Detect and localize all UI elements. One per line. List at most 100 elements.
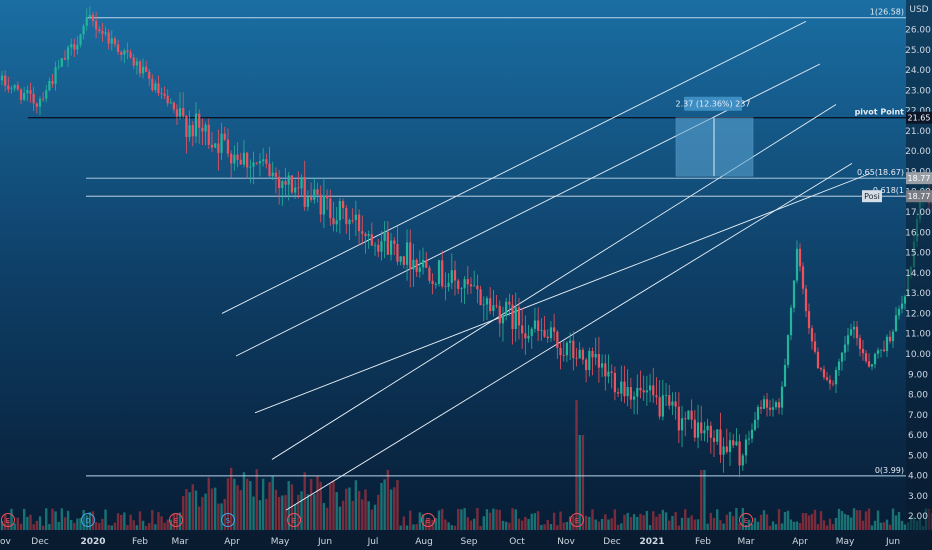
candle-body[interactable]: [687, 410, 690, 420]
candle-body[interactable]: [530, 328, 533, 336]
candle-body[interactable]: [450, 270, 453, 283]
candle-body[interactable]: [639, 387, 642, 391]
candle-body[interactable]: [383, 231, 386, 242]
candle-body[interactable]: [508, 301, 511, 305]
candle-body[interactable]: [501, 315, 505, 324]
candle-body[interactable]: [278, 176, 281, 189]
candle-body[interactable]: [479, 289, 482, 306]
candle-body[interactable]: [664, 395, 668, 397]
candle-body[interactable]: [380, 241, 383, 252]
candle-body[interactable]: [364, 233, 367, 236]
candle-body[interactable]: [129, 52, 132, 58]
candle-body[interactable]: [546, 336, 549, 339]
candle-body[interactable]: [572, 340, 575, 358]
event-marker-icon[interactable]: [221, 513, 235, 527]
candle-body[interactable]: [620, 381, 623, 394]
candle-body[interactable]: [750, 429, 754, 439]
candle-body[interactable]: [431, 280, 434, 285]
candle-body[interactable]: [460, 288, 463, 290]
candle-body[interactable]: [303, 177, 306, 207]
candle-body[interactable]: [514, 307, 517, 330]
channel-line[interactable]: [221, 20, 807, 314]
channel-line[interactable]: [235, 63, 821, 357]
event-marker-icon[interactable]: [739, 513, 753, 527]
candle-body[interactable]: [287, 175, 290, 185]
candle-body[interactable]: [540, 330, 543, 331]
candle-body[interactable]: [485, 298, 489, 305]
candle-body[interactable]: [70, 44, 73, 48]
candle-body[interactable]: [145, 66, 148, 72]
candle-body[interactable]: [696, 422, 700, 438]
candle-body[interactable]: [23, 92, 26, 100]
candle-body[interactable]: [123, 50, 126, 55]
candle-body[interactable]: [786, 335, 790, 365]
candle-body[interactable]: [0, 75, 4, 81]
candle-body[interactable]: [575, 357, 578, 359]
candle-body[interactable]: [428, 267, 431, 281]
candle-body[interactable]: [258, 161, 262, 164]
candle-body[interactable]: [354, 214, 357, 221]
candle-body[interactable]: [629, 387, 632, 400]
candle-body[interactable]: [357, 214, 361, 232]
candle-body[interactable]: [741, 455, 744, 466]
candle-body[interactable]: [594, 353, 597, 358]
candle-body[interactable]: [425, 260, 428, 268]
candle-body[interactable]: [104, 32, 107, 34]
candle-body[interactable]: [154, 83, 157, 90]
candle-body[interactable]: [48, 81, 51, 91]
candle-body[interactable]: [597, 353, 601, 368]
candle-body[interactable]: [837, 361, 841, 371]
candle-body[interactable]: [160, 93, 163, 94]
candle-body[interactable]: [690, 410, 693, 420]
candle-body[interactable]: [306, 197, 310, 207]
candle-body[interactable]: [120, 51, 123, 55]
candle-body[interactable]: [616, 392, 620, 394]
event-marker-icon[interactable]: [169, 513, 183, 527]
candle-body[interactable]: [569, 340, 572, 343]
candle-body[interactable]: [10, 88, 13, 90]
candle-body[interactable]: [252, 162, 255, 167]
candle-body[interactable]: [457, 280, 460, 289]
candle-body[interactable]: [642, 390, 645, 393]
candle-body[interactable]: [658, 397, 661, 417]
candle-body[interactable]: [816, 351, 820, 369]
price-tag-bg[interactable]: [906, 111, 932, 124]
candle-body[interactable]: [116, 44, 120, 52]
candle-body[interactable]: [163, 93, 166, 96]
candle-body[interactable]: [876, 350, 880, 354]
candle-body[interactable]: [897, 308, 901, 316]
candle-body[interactable]: [735, 441, 738, 446]
candle-body[interactable]: [765, 399, 769, 408]
candle-body[interactable]: [891, 331, 895, 342]
candle-body[interactable]: [54, 67, 57, 84]
candle-body[interactable]: [725, 446, 728, 452]
candle-body[interactable]: [632, 396, 636, 400]
candle-body[interactable]: [553, 327, 556, 332]
candle-body[interactable]: [35, 103, 38, 107]
candle-body[interactable]: [601, 363, 604, 368]
candle-body[interactable]: [777, 402, 781, 408]
candle-body[interactable]: [393, 240, 396, 244]
candle-body[interactable]: [198, 113, 201, 128]
candle-body[interactable]: [418, 267, 421, 272]
candle-body[interactable]: [822, 369, 826, 378]
candle-body[interactable]: [332, 218, 335, 225]
candle-body[interactable]: [453, 270, 457, 281]
candle-body[interactable]: [846, 335, 850, 345]
candle-body[interactable]: [495, 305, 498, 307]
candle-body[interactable]: [223, 133, 226, 140]
event-marker-icon[interactable]: [1, 513, 15, 527]
candle-body[interactable]: [107, 32, 110, 44]
candle-body[interactable]: [623, 381, 626, 397]
candle-body[interactable]: [680, 418, 684, 431]
candle-body[interactable]: [284, 181, 287, 185]
candle-body[interactable]: [879, 349, 883, 351]
candle-body[interactable]: [210, 144, 214, 148]
candle-body[interactable]: [732, 440, 735, 446]
candle-body[interactable]: [38, 98, 42, 107]
candle-body[interactable]: [175, 109, 179, 117]
candle-body[interactable]: [255, 162, 258, 164]
candle-body[interactable]: [415, 259, 418, 272]
candle-body[interactable]: [831, 383, 835, 385]
candle-body[interactable]: [214, 143, 217, 148]
